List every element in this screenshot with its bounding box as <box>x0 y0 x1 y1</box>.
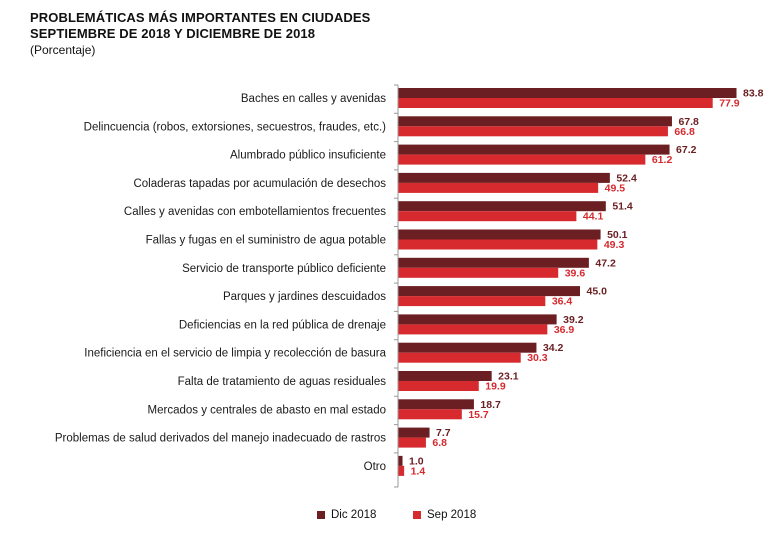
bar-sep-2018 <box>398 98 713 108</box>
bar-dic-2018 <box>398 257 589 268</box>
bar-dic-2018 <box>398 342 537 353</box>
value-label-sep-2018: 1.4 <box>411 465 426 477</box>
legend-swatch-dic <box>317 511 325 519</box>
value-label-dic-2018: 7.7 <box>436 427 451 439</box>
bar-sep-2018 <box>398 352 521 363</box>
bar-sep-2018 <box>398 182 599 193</box>
chart-title-block: PROBLEMÁTICAS MÁS IMPORTANTES EN CIUDADE… <box>30 10 370 58</box>
value-label-sep-2018: 61.2 <box>652 154 673 166</box>
legend-label-sep: Sep 2018 <box>427 509 477 521</box>
bar-sep-2018 <box>398 324 548 335</box>
bar-sep-2018 <box>398 211 577 222</box>
bar-dic-2018 <box>398 88 737 98</box>
bar-dic-2018 <box>398 286 581 297</box>
legend-item-dic: Dic 2018 <box>317 509 376 521</box>
value-label-dic-2018: 18.7 <box>480 399 501 411</box>
chart-legend: Dic 2018 Sep 2018 <box>0 507 780 525</box>
category-label: Mercados y centrales de abasto en mal es… <box>148 404 386 416</box>
value-label-sep-2018: 44.1 <box>583 211 604 223</box>
category-label: Falta de tratamiento de aguas residuales <box>178 376 387 388</box>
value-label-sep-2018: 77.9 <box>719 98 740 110</box>
value-label-dic-2018: 67.2 <box>676 144 697 156</box>
bar-sep-2018 <box>398 267 559 278</box>
bar-dic-2018 <box>398 371 492 381</box>
category-label: Otro <box>364 461 386 473</box>
category-label: Servicio de transporte público deficient… <box>182 263 386 275</box>
chart-title-line-2: SEPTIEMBRE DE 2018 Y DICIEMBRE DE 2018 <box>30 26 316 41</box>
value-label-sep-2018: 19.9 <box>485 381 506 393</box>
bar-sep-2018 <box>398 154 646 165</box>
legend-swatch-sep <box>413 511 421 519</box>
bar-dic-2018 <box>398 201 606 212</box>
value-label-dic-2018: 1.0 <box>409 455 424 467</box>
bar-sep-2018 <box>398 239 598 250</box>
legend-item-sep: Sep 2018 <box>413 509 476 521</box>
bar-sep-2018 <box>398 381 479 391</box>
bar-dic-2018 <box>398 399 474 410</box>
value-label-sep-2018: 49.3 <box>604 239 625 251</box>
value-label-sep-2018: 15.7 <box>468 409 489 421</box>
category-label: Calles y avenidas con embotellamientos f… <box>124 206 386 218</box>
bar-sep-2018 <box>398 409 462 420</box>
bar-sep-2018 <box>398 126 668 137</box>
value-label-dic-2018: 34.2 <box>543 342 564 354</box>
category-label: Ineficiencia en el servicio de limpia y … <box>84 348 386 360</box>
value-label-dic-2018: 67.8 <box>678 116 699 128</box>
bar-dic-2018 <box>398 314 557 325</box>
bar-dic-2018 <box>398 229 601 240</box>
category-label: Problemas de salud derivados del manejo … <box>55 433 386 445</box>
chart-title-line-1: PROBLEMÁTICAS MÁS IMPORTANTES EN CIUDADE… <box>30 10 371 25</box>
bar-dic-2018 <box>398 144 670 155</box>
value-label-dic-2018: 45.0 <box>587 286 608 298</box>
value-label-sep-2018: 39.6 <box>565 267 586 279</box>
bar-sep-2018 <box>398 465 405 476</box>
value-label-dic-2018: 51.4 <box>612 201 633 213</box>
value-label-sep-2018: 30.3 <box>527 352 548 364</box>
value-label-sep-2018: 36.4 <box>552 296 573 308</box>
chart-subtitle: (Porcentaje) <box>30 43 96 57</box>
bar-dic-2018 <box>398 172 610 183</box>
bar-dic-2018 <box>398 455 403 466</box>
bar-sep-2018 <box>398 437 426 448</box>
value-label-dic-2018: 39.2 <box>563 314 584 326</box>
bar-chart: Baches en calles y avenidas 83.877.9 Delin… <box>55 84 764 488</box>
value-label-dic-2018: 52.4 <box>616 172 637 184</box>
value-label-dic-2018: 23.1 <box>498 371 519 383</box>
value-label-dic-2018: 47.2 <box>595 257 616 269</box>
category-label: Alumbrado público insuficiente <box>230 150 386 162</box>
value-label-sep-2018: 66.8 <box>674 126 695 138</box>
value-label-sep-2018: 49.5 <box>605 182 626 194</box>
bar-sep-2018 <box>398 296 546 307</box>
bar-dic-2018 <box>398 427 430 438</box>
category-label: Deficiencias en la red pública de drenaj… <box>179 319 386 331</box>
category-label: Parques y jardines descuidados <box>223 291 386 303</box>
category-label: Fallas y fugas en el suministro de agua … <box>146 235 386 247</box>
value-label-sep-2018: 36.9 <box>554 324 575 336</box>
bar-dic-2018 <box>398 116 672 127</box>
value-label-dic-2018: 83.8 <box>743 88 764 100</box>
value-label-sep-2018: 6.8 <box>432 437 447 449</box>
value-label-dic-2018: 50.1 <box>607 229 628 241</box>
category-label: Baches en calles y avenidas <box>241 93 386 105</box>
legend-label-dic: Dic 2018 <box>331 509 377 521</box>
category-label: Coladeras tapadas por acumulación de des… <box>133 178 386 190</box>
category-label: Delincuencia (robos, extorsiones, secues… <box>84 121 387 133</box>
